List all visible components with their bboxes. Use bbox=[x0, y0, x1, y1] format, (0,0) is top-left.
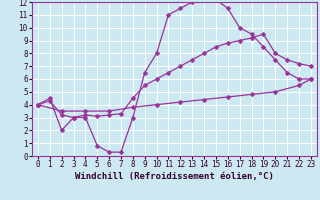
X-axis label: Windchill (Refroidissement éolien,°C): Windchill (Refroidissement éolien,°C) bbox=[75, 172, 274, 181]
